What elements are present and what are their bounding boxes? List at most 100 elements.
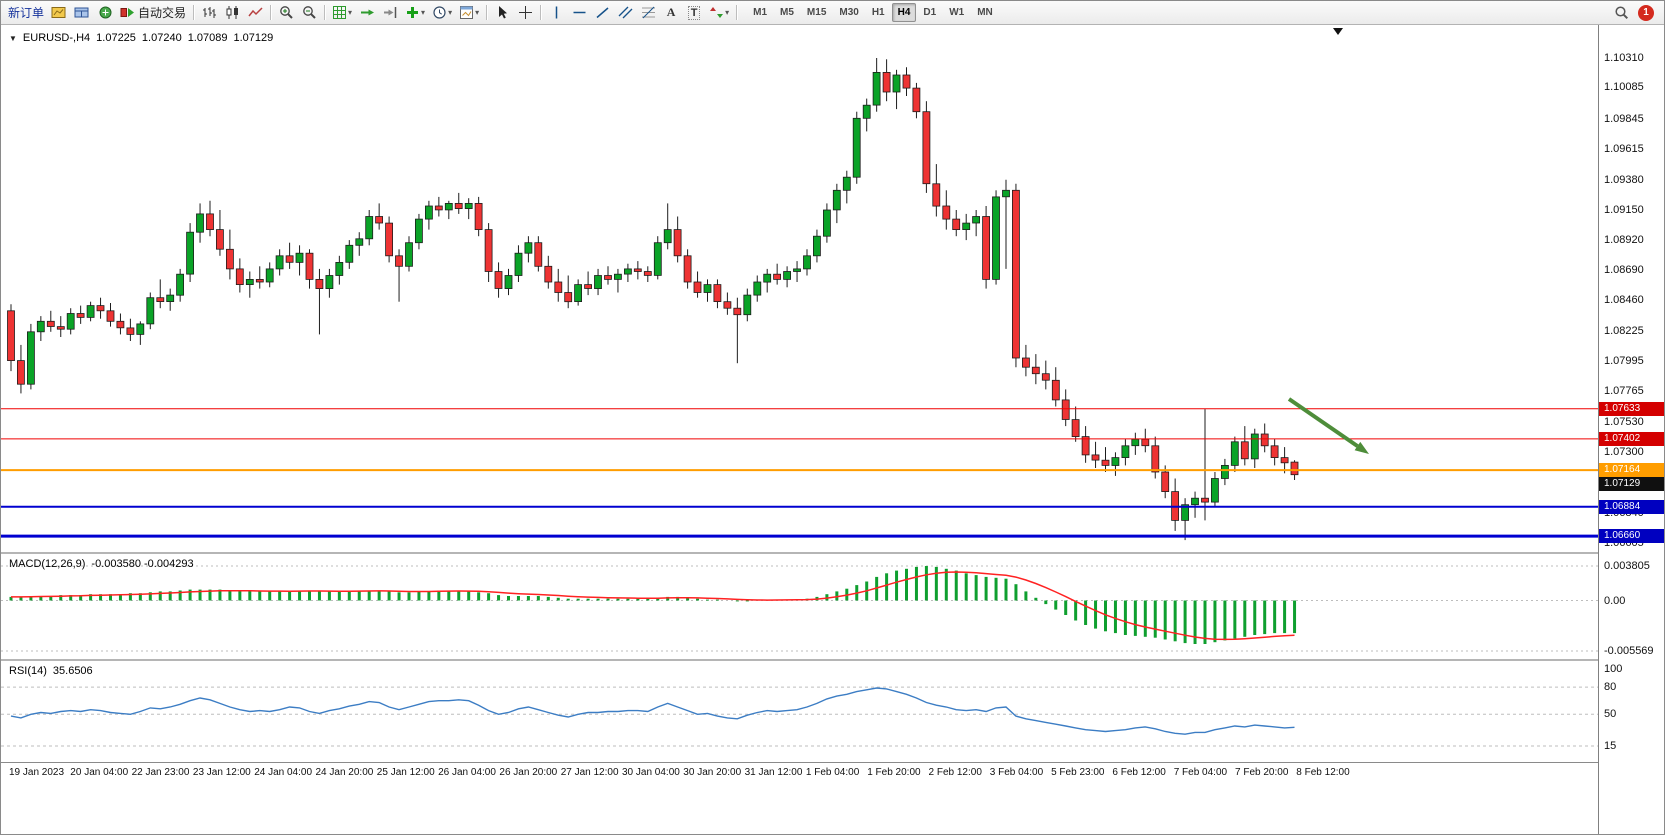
search-button[interactable]: [1610, 3, 1632, 23]
candle-up: [186, 231, 195, 275]
candle-up: [892, 74, 901, 93]
cursor-tool-button[interactable]: [491, 3, 513, 23]
price-axis[interactable]: 1.10310 1.10085 1.09845 1.09615 1.09380 1.091…: [1598, 25, 1664, 834]
zoom-out-button[interactable]: [298, 3, 320, 23]
price-axis-label: 1.09380: [1604, 173, 1644, 186]
rsi-axis-label: 100: [1604, 662, 1623, 675]
macd-indicator-canvas[interactable]: [1, 554, 1598, 659]
timeframe-button-m5[interactable]: M5: [780, 7, 794, 18]
trendline-tool-button[interactable]: [591, 3, 613, 23]
bar-chart-button[interactable]: [198, 3, 220, 23]
timeframe-button-m15[interactable]: M15: [806, 7, 827, 18]
macd-values: -0.003580 -0.004293: [91, 558, 194, 570]
chart-shift-button[interactable]: [379, 3, 401, 23]
candle-up: [753, 281, 762, 296]
candle-up: [1002, 189, 1010, 198]
candle-down: [584, 284, 592, 289]
arrows-tool-button[interactable]: ▾: [706, 3, 732, 23]
time-axis-label: 1 Feb 04:00: [805, 767, 860, 778]
candle-down: [554, 281, 563, 293]
trend-arrow-annotation[interactable]: [1354, 441, 1369, 454]
pane-splitter[interactable]: [1, 659, 1664, 661]
candlestick-chart-button[interactable]: [221, 3, 243, 23]
timeframe-button-m30[interactable]: M30: [839, 7, 859, 18]
time-axis-label: 25 Jan 12:00: [376, 767, 435, 778]
autotrade-button[interactable]: 自动交易: [117, 3, 189, 23]
price-axis-label: 1.09845: [1604, 112, 1644, 125]
timeframe-button-d1[interactable]: D1: [923, 7, 937, 18]
candle-up: [1211, 478, 1219, 503]
candle-up: [813, 235, 821, 257]
indicators-button[interactable]: ▾: [402, 3, 428, 23]
templates-button[interactable]: ▾: [456, 3, 482, 23]
periods-button[interactable]: ▾: [429, 3, 455, 23]
scroll-position-marker[interactable]: [1333, 28, 1343, 35]
candle-down: [96, 305, 105, 312]
line-chart-button[interactable]: [244, 3, 266, 23]
candle-up: [1191, 497, 1199, 506]
text-label-tool-icon: T: [687, 5, 701, 20]
candle-down: [225, 248, 234, 270]
text-label-tool-button[interactable]: T: [683, 3, 705, 23]
text-tool-button[interactable]: A: [660, 3, 682, 23]
open-value: 1.07225: [96, 32, 136, 44]
candle-down: [922, 111, 931, 185]
candle-up: [414, 218, 423, 244]
toolbar-separator: [486, 5, 488, 20]
candle-down: [1260, 433, 1269, 447]
candle-down: [1101, 459, 1110, 466]
time-axis[interactable]: 19 Jan 2023 20 Jan 04:00 22 Jan 23:00 23 Ja…: [1, 763, 1598, 785]
candle-up: [763, 273, 772, 283]
charts-button[interactable]: [48, 3, 70, 23]
time-axis-label: 2 Feb 12:00: [928, 767, 982, 778]
navigator-button[interactable]: [94, 3, 116, 23]
candle-down: [1061, 399, 1070, 420]
candle-down: [942, 205, 951, 220]
toolbar-separator: [324, 5, 326, 20]
time-axis-label: 24 Jan 20:00: [315, 767, 374, 778]
crosshair-tool-button[interactable]: [514, 3, 536, 23]
timeframe-button-m1[interactable]: M1: [753, 7, 768, 18]
candle-down: [673, 229, 682, 257]
profiles-button[interactable]: [71, 3, 93, 23]
profiles-icon: [74, 7, 89, 18]
auto-scroll-button[interactable]: [356, 3, 378, 23]
candle-up: [245, 278, 254, 285]
candle-down: [106, 310, 115, 322]
timeframe-button-h4[interactable]: H4: [891, 3, 917, 22]
time-axis-line: [1, 762, 1664, 763]
toolbar: 新订单 自动交易: [1, 1, 1664, 25]
pane-splitter[interactable]: [1, 552, 1664, 554]
trend-arrow-line[interactable]: [1287, 397, 1359, 448]
rsi-line: [10, 687, 1295, 735]
candle-up: [196, 213, 204, 233]
timeframe-button-w1[interactable]: W1: [949, 7, 965, 18]
notification-badge[interactable]: 1: [1638, 4, 1654, 21]
timeframe-button-mn[interactable]: MN: [977, 7, 993, 18]
zoom-in-button[interactable]: [275, 3, 297, 23]
grid-button[interactable]: ▾: [329, 3, 355, 23]
candle-down: [1280, 457, 1289, 464]
symbol-timeframe-label: EURUSD-,H4: [22, 32, 91, 44]
channel-tool-button[interactable]: [614, 3, 636, 23]
candle-down: [544, 265, 553, 283]
caret-down-icon: ▾: [475, 7, 480, 17]
vertical-line-tool-button[interactable]: [545, 3, 567, 23]
rsi-value: 35.6506: [52, 665, 93, 677]
navigator-icon: [99, 6, 112, 19]
timeframe-button-h1[interactable]: H1: [871, 7, 885, 18]
horizontal-line-tool-button[interactable]: [568, 3, 590, 23]
one-click-trading-expander-icon[interactable]: ▼: [9, 33, 17, 43]
zoom-out-icon: [302, 6, 316, 19]
rsi-indicator-canvas[interactable]: [1, 661, 1598, 762]
new-order-button[interactable]: 新订单: [5, 3, 47, 23]
zoom-in-icon: [279, 6, 293, 19]
candle-up: [1230, 441, 1239, 466]
fibonacci-tool-button[interactable]: [637, 3, 659, 23]
rsi-axis-label: 50: [1604, 708, 1617, 721]
main-chart-canvas[interactable]: [1, 25, 1598, 552]
toolbar-separator: [270, 5, 272, 20]
time-axis-label: 1 Feb 20:00: [867, 767, 921, 778]
candle-up: [574, 284, 582, 303]
candle-up: [295, 252, 304, 263]
